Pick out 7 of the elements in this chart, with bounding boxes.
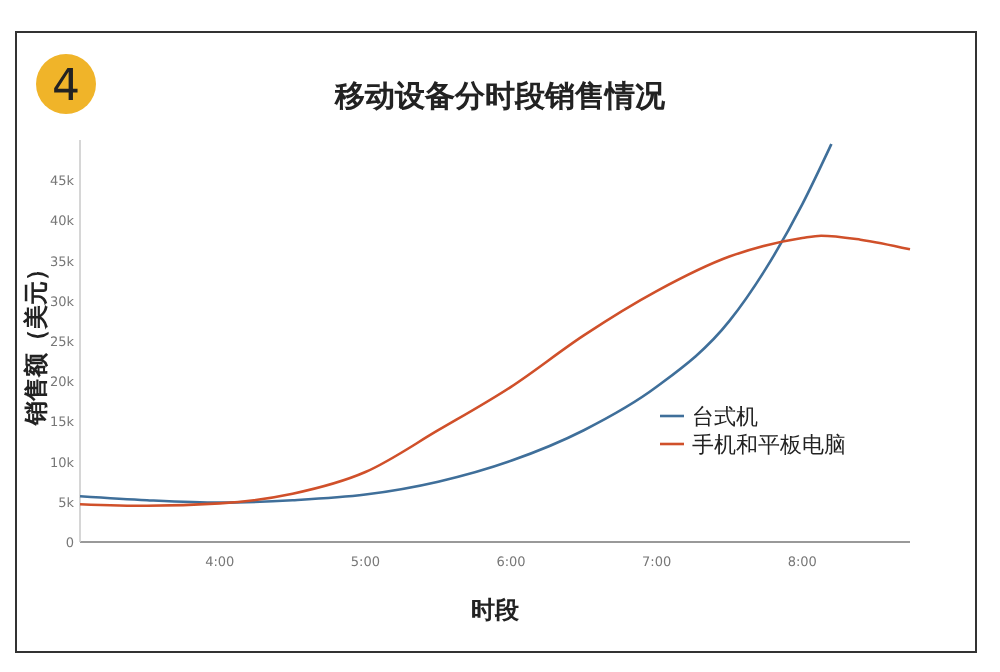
legend-label: 台式机: [692, 404, 758, 430]
number-badge: 4: [36, 54, 96, 114]
y-axis-title: 销售额（美元）: [22, 257, 50, 427]
chart-title: 移动设备分时段销售情况: [333, 78, 667, 114]
x-axis-title: 时段: [471, 596, 521, 624]
legend-label: 手机和平板电脑: [692, 432, 846, 458]
line-series: [78, 234, 912, 508]
